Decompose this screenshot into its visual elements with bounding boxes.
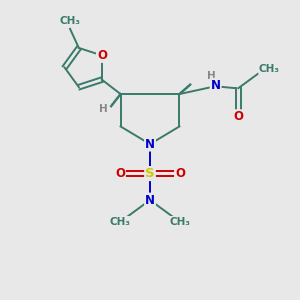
Text: N: N bbox=[145, 194, 155, 207]
Text: O: O bbox=[97, 49, 107, 62]
Text: O: O bbox=[115, 167, 125, 180]
Text: N: N bbox=[211, 79, 221, 92]
Text: H: H bbox=[208, 70, 216, 80]
Text: S: S bbox=[145, 167, 155, 180]
Text: H: H bbox=[99, 104, 108, 114]
Text: O: O bbox=[175, 167, 185, 180]
Text: CH₃: CH₃ bbox=[59, 16, 80, 26]
Text: CH₃: CH₃ bbox=[109, 217, 130, 226]
Text: CH₃: CH₃ bbox=[259, 64, 280, 74]
Text: O: O bbox=[233, 110, 243, 123]
Text: N: N bbox=[145, 138, 155, 151]
Text: CH₃: CH₃ bbox=[170, 217, 191, 226]
